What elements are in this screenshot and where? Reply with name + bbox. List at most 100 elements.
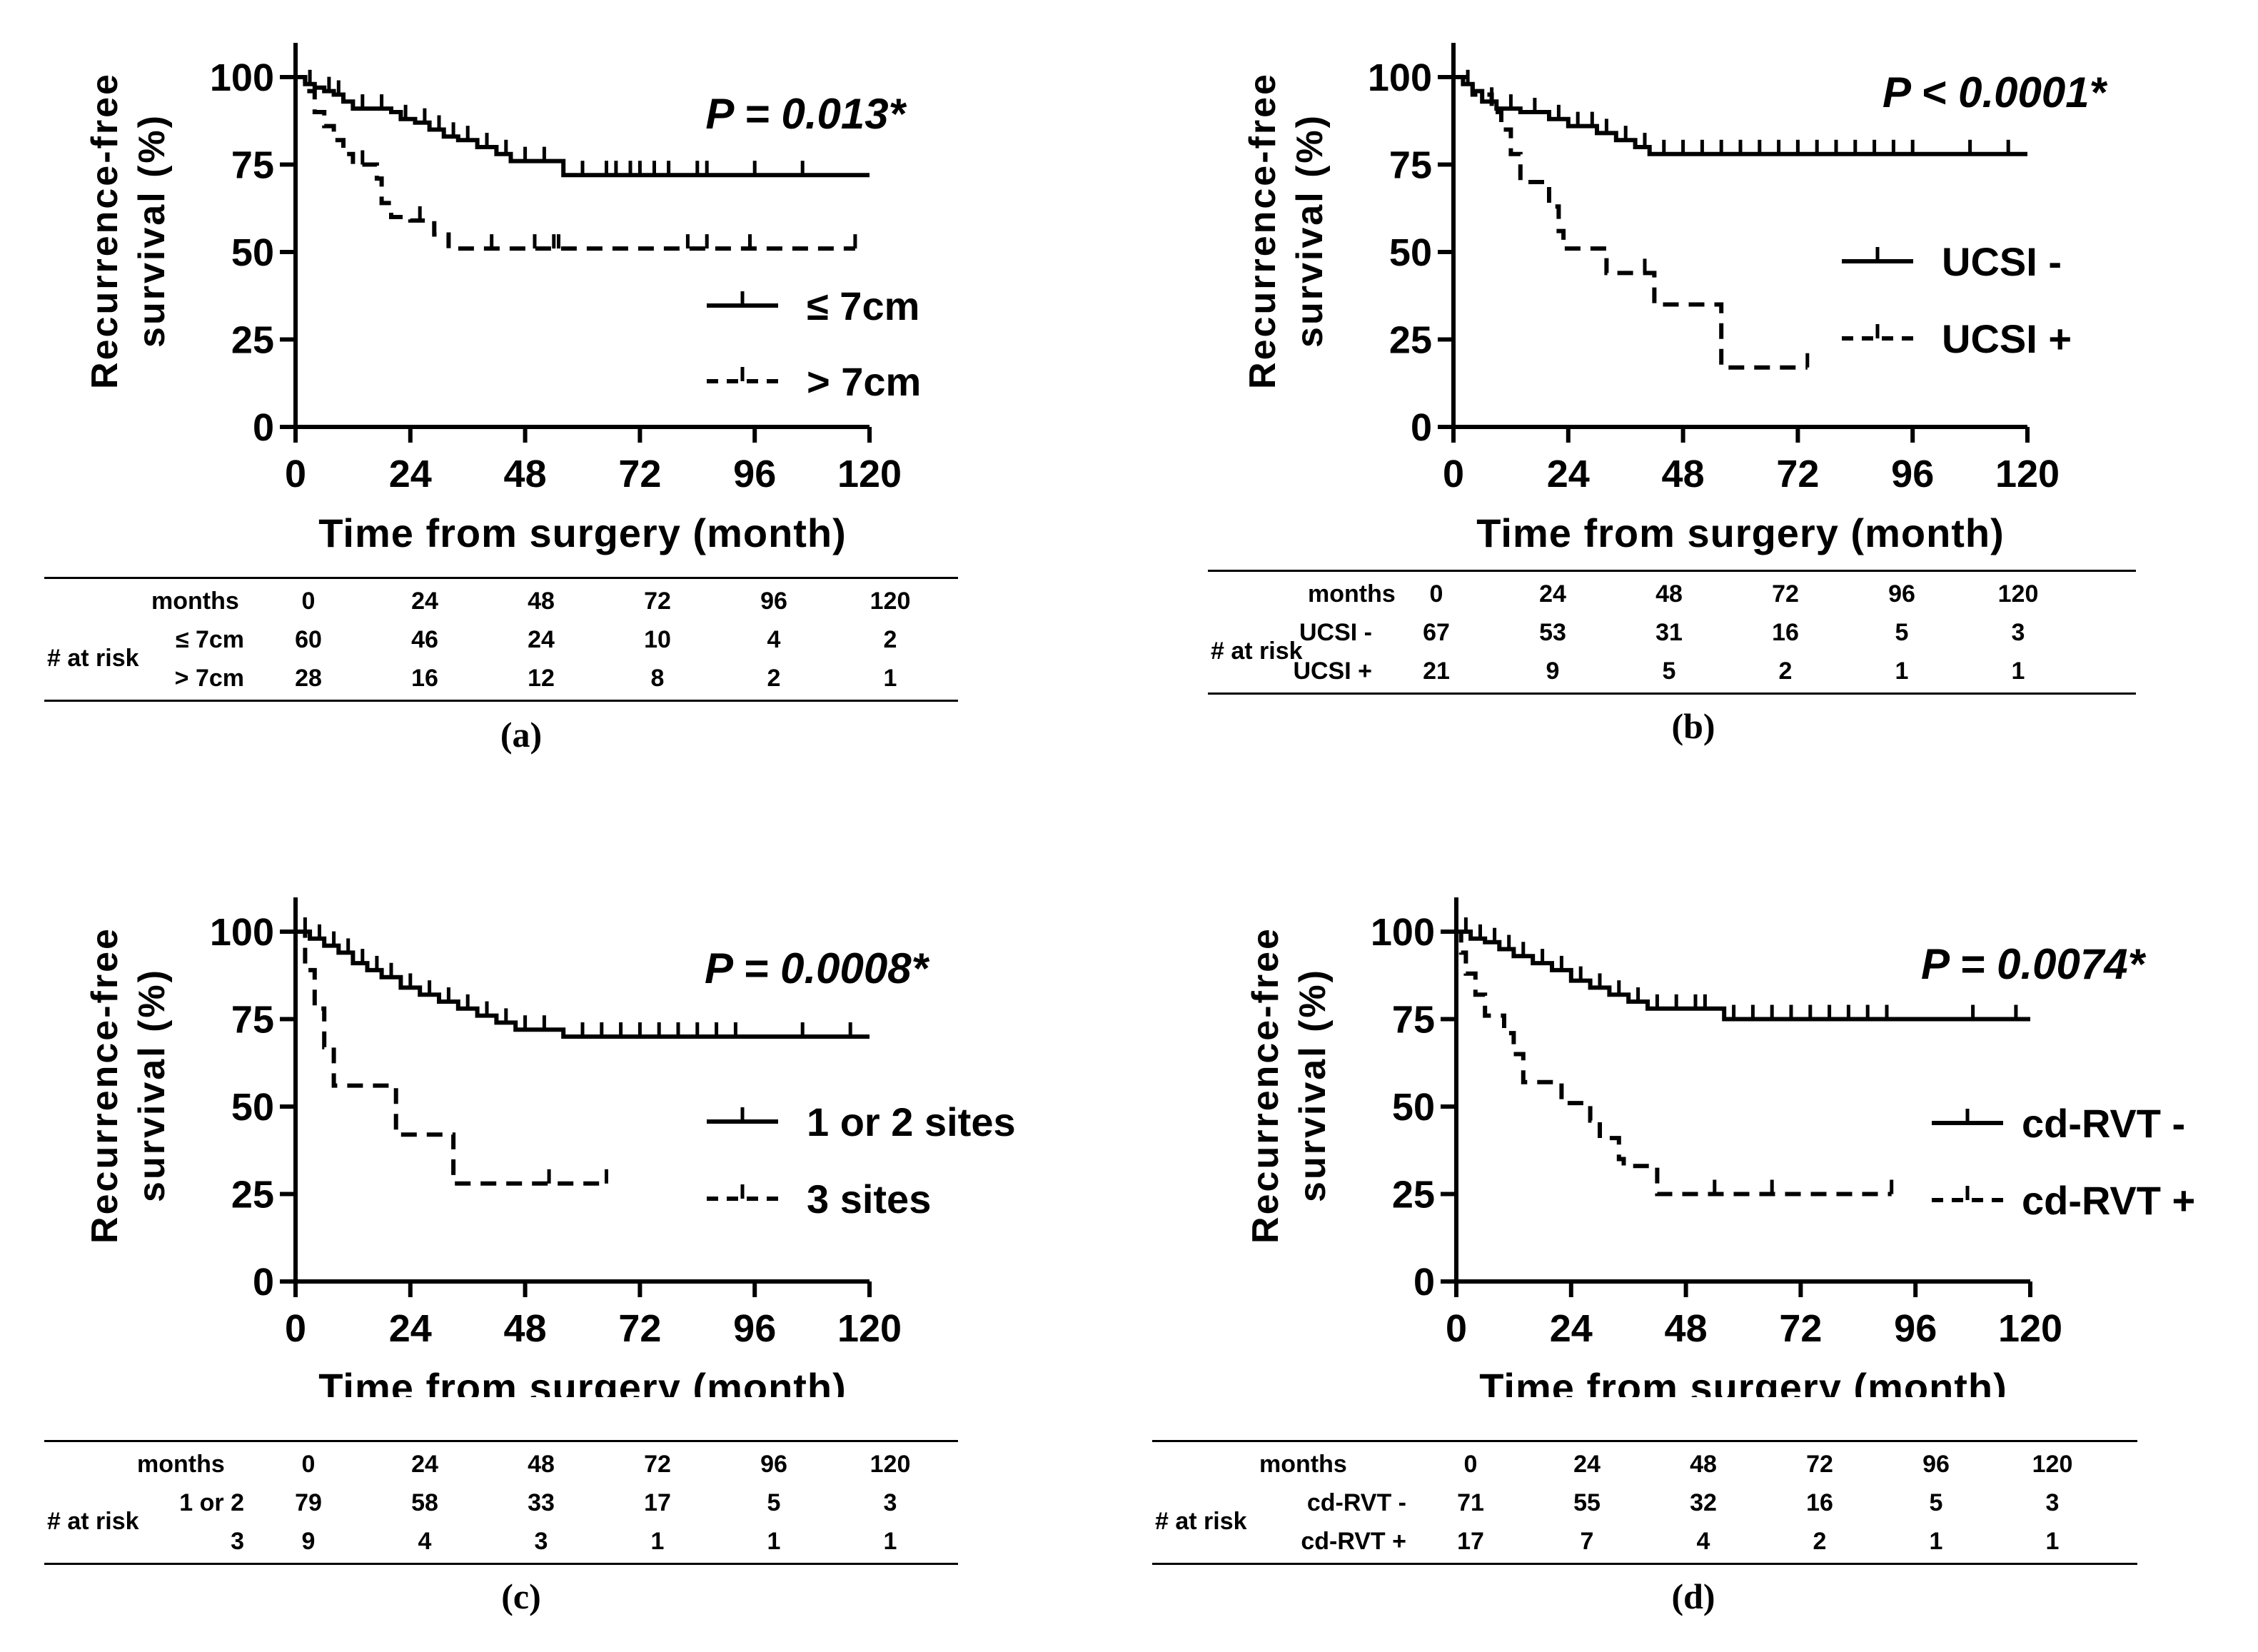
risk-at-risk-label-a: # at risk xyxy=(47,645,139,672)
y-axis-label-line2-c: survival (%) xyxy=(131,968,173,1202)
y-axis-label-line2-d: survival (%) xyxy=(1292,968,1334,1202)
legend-label-c-2: 3 sites xyxy=(807,1177,931,1222)
risk-value-b-1-1: 9 xyxy=(1546,658,1560,685)
legend-label-b-1: UCSI - xyxy=(1942,239,2062,284)
risk-value-a-1-5: 1 xyxy=(883,665,897,692)
risk-row-label-a-1: > 7cm xyxy=(174,665,244,692)
risk-month-b-2: 48 xyxy=(1655,580,1683,608)
y-tick-label-d-1: 25 xyxy=(1392,1174,1435,1217)
panel-caption-b: (b) xyxy=(1671,706,1715,746)
risk-month-b-0: 0 xyxy=(1429,580,1443,608)
risk-value-d-0-5: 3 xyxy=(2045,1489,2060,1516)
y-tick-label-a-4: 100 xyxy=(210,56,274,99)
risk-value-d-0-1: 55 xyxy=(1573,1489,1601,1516)
risk-value-d-0-4: 5 xyxy=(1929,1489,1943,1516)
risk-value-d-0-0: 71 xyxy=(1457,1489,1484,1516)
panel-a: 0 25 50 75 100 0 24 48 72 96 120 Time from surgery … xyxy=(0,0,1129,826)
y-tick-label-d-3: 75 xyxy=(1392,999,1435,1042)
km-curve-b-2 xyxy=(1453,75,1808,370)
risk-row-label-d-0: cd-RVT - xyxy=(1306,1489,1406,1516)
y-axis-label-line2-a: survival (%) xyxy=(131,114,173,348)
x-tick-label-c-4: 96 xyxy=(733,1307,776,1350)
y-tick-label-d-2: 50 xyxy=(1392,1086,1435,1129)
risk-table-top-rule-a xyxy=(44,577,958,579)
risk-value-c-0-1: 58 xyxy=(411,1489,438,1516)
km-curve-a-2 xyxy=(296,75,855,251)
km-curve-c-2 xyxy=(296,930,607,1186)
y-tick-label-b-3: 75 xyxy=(1389,144,1432,187)
x-tick-label-a-0: 0 xyxy=(285,453,306,495)
km-curve-a-1 xyxy=(296,75,870,178)
p-value-a: P = 0.013* xyxy=(705,90,907,138)
risk-month-a-5: 120 xyxy=(870,588,911,615)
y-axis-label-line1-c: Recurrence-free xyxy=(84,927,126,1244)
y-tick-label-a-0: 0 xyxy=(253,406,274,449)
risk-value-b-0-1: 53 xyxy=(1539,619,1566,646)
x-tick-label-c-5: 120 xyxy=(837,1307,902,1350)
risk-month-c-2: 48 xyxy=(528,1451,555,1478)
risk-table-bottom-rule-a xyxy=(44,700,958,702)
y-tick-label-c-3: 75 xyxy=(231,999,274,1042)
km-chart-a: 0 25 50 75 100 0 24 48 72 96 120 Time from surgery … xyxy=(84,43,921,555)
risk-row-label-c-0: 1 or 2 xyxy=(179,1489,244,1516)
risk-value-c-1-4: 1 xyxy=(767,1528,781,1555)
risk-month-d-1: 24 xyxy=(1573,1451,1601,1478)
risk-row-label-b-0: UCSI - xyxy=(1299,619,1372,646)
risk-value-d-0-3: 16 xyxy=(1806,1489,1833,1516)
panel-b: 0 25 50 75 100 0 24 48 72 96 120 Time from surgery … xyxy=(1129,0,2258,826)
risk-value-a-0-1: 46 xyxy=(411,626,438,653)
risk-table-top-rule-d xyxy=(1152,1440,2137,1442)
risk-value-b-0-0: 67 xyxy=(1423,619,1450,646)
risk-month-c-4: 96 xyxy=(760,1451,787,1478)
risk-month-b-3: 72 xyxy=(1772,580,1799,608)
risk-month-b-1: 24 xyxy=(1539,580,1566,608)
risk-value-d-1-2: 4 xyxy=(1696,1528,1710,1555)
risk-value-c-0-0: 79 xyxy=(295,1489,322,1516)
x-tick-label-b-2: 48 xyxy=(1662,453,1705,495)
risk-month-a-4: 96 xyxy=(760,588,787,615)
risk-months-label-a: months xyxy=(151,588,239,615)
x-axis-label-d: Time from surgery (month) xyxy=(1479,1365,2007,1397)
risk-value-c-0-4: 5 xyxy=(767,1489,781,1516)
legend-label-c-1: 1 or 2 sites xyxy=(807,1099,1016,1144)
x-axis-label-a: Time from surgery (month) xyxy=(318,510,847,555)
y-tick-label-d-4: 100 xyxy=(1371,911,1435,954)
risk-table-a: months 0 24 48 72 96 120 # at risk ≤ 7cm 60 46 24 10… xyxy=(44,577,958,705)
risk-value-a-1-3: 8 xyxy=(650,665,665,692)
x-tick-label-a-2: 48 xyxy=(504,453,547,495)
y-tick-label-a-3: 75 xyxy=(231,144,274,187)
panel-caption-c: (c) xyxy=(501,1576,541,1616)
x-tick-label-d-3: 72 xyxy=(1779,1307,1822,1350)
risk-at-risk-label-b: # at risk xyxy=(1211,638,1303,665)
risk-value-b-0-2: 31 xyxy=(1655,619,1683,646)
x-tick-label-a-4: 96 xyxy=(733,453,776,495)
p-value-b: P < 0.0001* xyxy=(1882,69,2108,116)
risk-value-c-0-5: 3 xyxy=(883,1489,897,1516)
y-axis-label-line1-a: Recurrence-free xyxy=(84,72,126,389)
risk-value-a-0-4: 4 xyxy=(767,626,781,653)
x-tick-label-b-1: 24 xyxy=(1547,453,1590,495)
risk-value-d-0-2: 32 xyxy=(1690,1489,1717,1516)
risk-month-c-3: 72 xyxy=(644,1451,671,1478)
x-tick-label-d-5: 120 xyxy=(1998,1307,2062,1350)
risk-month-c-0: 0 xyxy=(301,1451,316,1478)
legend-label-b-2: UCSI + xyxy=(1942,316,2072,361)
x-tick-label-c-3: 72 xyxy=(618,1307,661,1350)
risk-row-label-c-1: 3 xyxy=(231,1528,244,1555)
km-curve-c-1 xyxy=(296,930,870,1039)
risk-value-c-0-2: 33 xyxy=(528,1489,555,1516)
risk-row-label-a-0: ≤ 7cm xyxy=(175,626,244,653)
x-tick-label-b-5: 120 xyxy=(1995,453,2060,495)
risk-months-label-d: months xyxy=(1259,1451,1347,1478)
risk-at-risk-label-c: # at risk xyxy=(47,1508,139,1535)
risk-month-a-0: 0 xyxy=(301,588,316,615)
risk-month-a-1: 24 xyxy=(411,588,438,615)
risk-value-b-1-2: 5 xyxy=(1662,658,1676,685)
risk-table-c: months 0 24 48 72 96 120 # at risk 1 or 2 79 58 33 1… xyxy=(44,1440,958,1568)
risk-value-c-1-2: 3 xyxy=(534,1528,548,1555)
km-chart-b: 0 25 50 75 100 0 24 48 72 96 120 Time from surgery … xyxy=(1242,43,2108,555)
x-tick-label-d-2: 48 xyxy=(1665,1307,1708,1350)
risk-month-d-2: 48 xyxy=(1690,1451,1717,1478)
x-tick-label-c-0: 0 xyxy=(285,1307,306,1350)
p-value-d: P = 0.0074* xyxy=(1921,940,2147,988)
